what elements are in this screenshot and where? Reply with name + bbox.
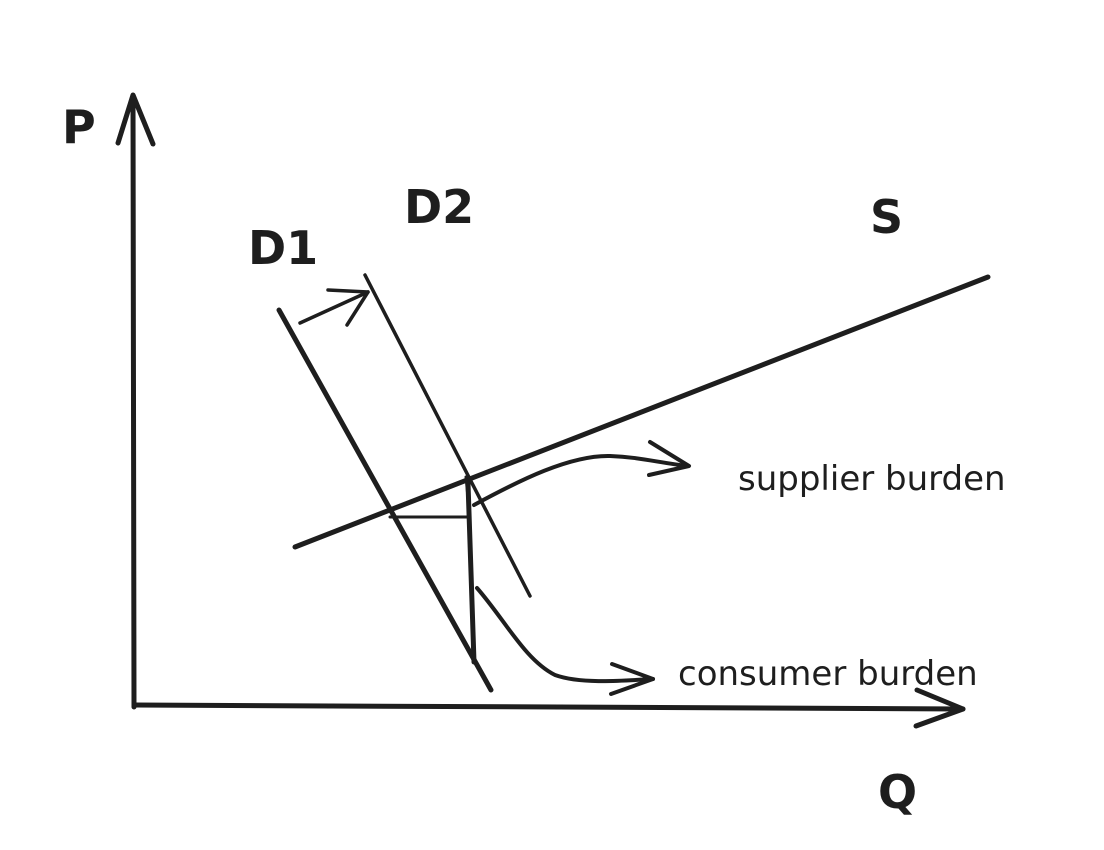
d1-label: D1 [248, 221, 318, 275]
supplier-burden-label: supplier burden [738, 459, 1006, 499]
x-axis-arrowhead [913, 687, 966, 729]
y-axis-line [130, 93, 137, 710]
supply-curve [292, 274, 991, 550]
x-axis-label: Q [878, 765, 917, 819]
y-axis-label: P [62, 100, 96, 154]
x-axis-line [131, 702, 966, 712]
demand-shift-arrow [298, 288, 370, 327]
consumer-burden-label: consumer burden [678, 654, 978, 694]
d2-label: D2 [404, 180, 474, 234]
y-axis-arrowhead [115, 92, 156, 147]
supply-label: S [870, 190, 903, 244]
demand-curve-d2 [363, 273, 532, 598]
consumer-burden-pointer [475, 586, 655, 696]
supplier-burden-pointer [472, 440, 691, 507]
demand-curve-d1 [276, 307, 494, 693]
axes [115, 92, 966, 729]
tax-wedge-tick [464, 475, 472, 520]
